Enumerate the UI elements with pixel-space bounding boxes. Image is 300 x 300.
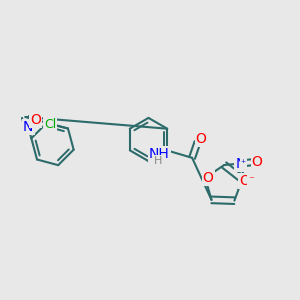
Text: O: O — [252, 155, 262, 169]
Text: O: O — [239, 174, 250, 188]
Text: O: O — [196, 132, 206, 146]
Text: H: H — [154, 156, 162, 166]
Text: Cl: Cl — [44, 118, 56, 130]
Text: N: N — [23, 120, 34, 134]
Text: NH: NH — [149, 147, 170, 161]
Text: N: N — [236, 157, 246, 170]
Text: O: O — [203, 171, 214, 185]
Text: O: O — [30, 113, 41, 127]
Text: ⁻: ⁻ — [248, 175, 254, 185]
Text: ⁺: ⁺ — [241, 158, 246, 169]
